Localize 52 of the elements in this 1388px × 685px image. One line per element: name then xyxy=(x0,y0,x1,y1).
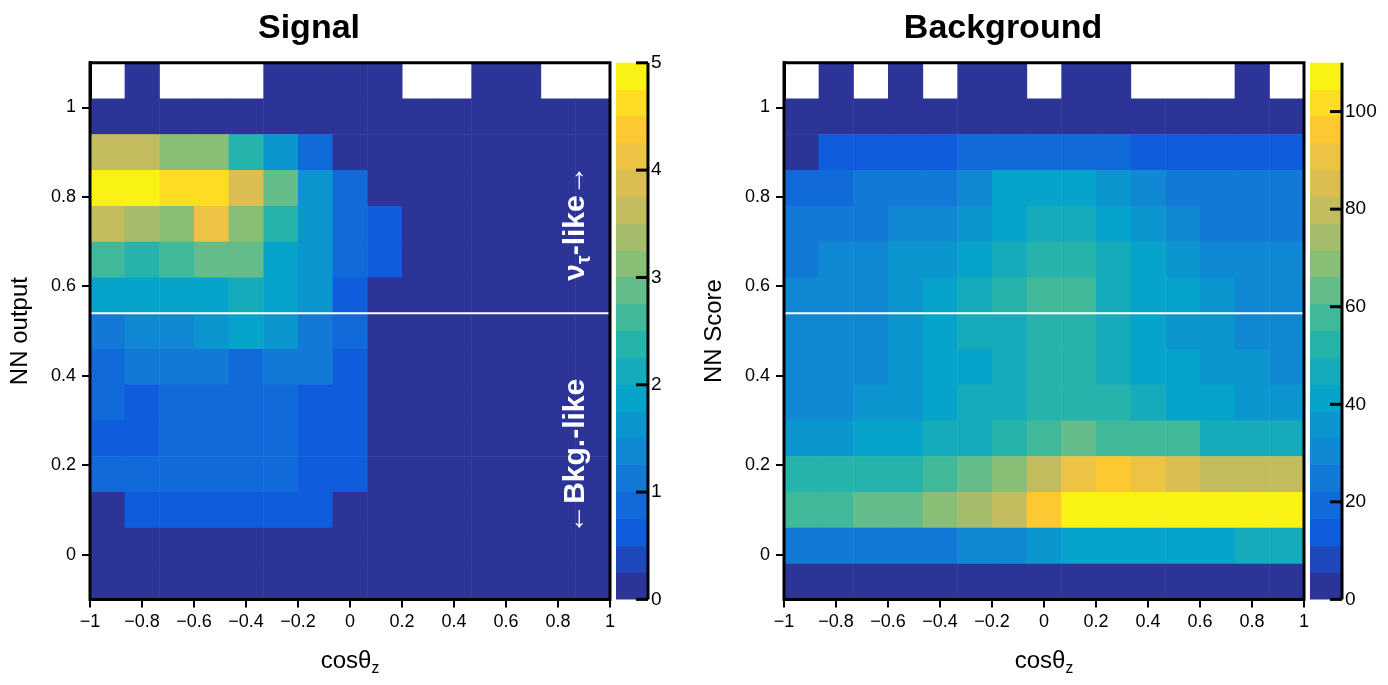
chart-title: Background xyxy=(903,6,1103,45)
x-tick-label: −0.2 xyxy=(974,611,1010,632)
x-tick-label: 0 xyxy=(344,611,356,632)
color-bar-label: 60 xyxy=(1345,294,1367,316)
color-bar-label: 2 xyxy=(651,372,662,394)
x-tick-label: −0.4 xyxy=(228,611,264,632)
y-tick-label: 0.4 xyxy=(50,364,76,385)
x-tick-label: −1 xyxy=(773,611,795,632)
color-bar-label: 100 xyxy=(1345,99,1377,121)
x-tick-label: 1 xyxy=(604,611,616,632)
y-axis-title: NN output xyxy=(4,276,32,386)
x-tick-label: 0.6 xyxy=(493,611,519,632)
color-bar-label: 5 xyxy=(651,51,662,73)
color-bar-label: 3 xyxy=(651,265,662,287)
y-tick-label: 0.6 xyxy=(744,275,770,296)
x-tick-label: −0.8 xyxy=(124,611,160,632)
y-tick-label: 0.2 xyxy=(50,454,76,475)
y-tick-label: 0.4 xyxy=(744,364,770,385)
color-bar-label: 40 xyxy=(1345,392,1367,414)
x-tick-label: 0.8 xyxy=(1239,611,1265,632)
y-tick-label: 1 xyxy=(759,96,770,117)
x-tick-label: 0.2 xyxy=(1083,611,1109,632)
color-bar-label: 80 xyxy=(1345,197,1367,219)
y-tick-label: 0 xyxy=(759,543,770,564)
y-tick-label: 0.2 xyxy=(744,454,770,475)
color-bar-label: 0 xyxy=(1345,587,1356,609)
x-tick-label: 0 xyxy=(1038,611,1050,632)
x-tick-label: −1 xyxy=(79,611,101,632)
annotation: ←Bkg.-like xyxy=(557,378,591,534)
chart-title: Signal xyxy=(257,6,361,45)
x-tick-label: −0.6 xyxy=(176,611,212,632)
y-tick-label: 1 xyxy=(65,96,76,117)
x-tick-label: 0.8 xyxy=(545,611,571,632)
x-tick-label: 0.4 xyxy=(1135,611,1161,632)
x-tick-label: 0.2 xyxy=(389,611,415,632)
color-bar-label: 0 xyxy=(651,587,662,609)
y-tick-label: 0 xyxy=(65,543,76,564)
color-bar-label: 4 xyxy=(651,158,662,180)
x-tick-label: −0.4 xyxy=(922,611,958,632)
y-tick-label: 0.8 xyxy=(744,185,770,206)
color-bar-label: 20 xyxy=(1345,490,1367,512)
x-tick-label: 1 xyxy=(1298,611,1310,632)
x-tick-label: −0.8 xyxy=(818,611,854,632)
x-tick-label: 0.4 xyxy=(441,611,467,632)
x-tick-label: −0.6 xyxy=(870,611,906,632)
y-tick-label: 0.6 xyxy=(50,275,76,296)
x-tick-label: 0.6 xyxy=(1187,611,1213,632)
x-tick-label: −0.2 xyxy=(280,611,316,632)
y-tick-label: 0.8 xyxy=(50,185,76,206)
y-axis-title: NN Score xyxy=(698,279,726,384)
color-bar-label: 1 xyxy=(651,480,662,502)
annotation: ντ-like→ xyxy=(557,165,595,281)
